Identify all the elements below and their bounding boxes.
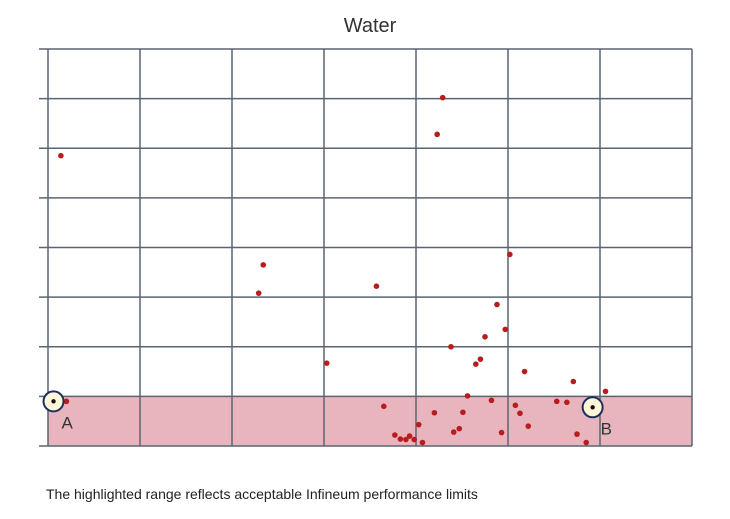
data-point xyxy=(415,421,422,428)
data-point xyxy=(477,356,484,362)
data-point xyxy=(502,326,509,333)
data-point xyxy=(58,152,64,159)
data-point xyxy=(434,131,440,138)
data-point xyxy=(564,399,570,406)
data-point xyxy=(507,251,513,258)
data-point xyxy=(498,429,505,436)
data-point xyxy=(521,368,528,375)
data-point xyxy=(574,431,580,437)
data-point xyxy=(392,432,398,438)
data-point xyxy=(255,290,262,296)
data-point xyxy=(456,425,463,432)
data-point xyxy=(512,402,519,409)
marker-b-dot xyxy=(590,405,595,410)
chart-title: Water xyxy=(343,15,397,37)
data-point xyxy=(482,334,488,340)
data-point xyxy=(473,361,479,367)
data-point xyxy=(488,397,495,404)
data-point xyxy=(397,436,404,442)
data-point xyxy=(63,398,70,405)
data-point xyxy=(583,439,589,446)
data-point xyxy=(553,398,560,405)
data-point xyxy=(448,343,454,350)
data-point xyxy=(381,403,387,410)
data-point xyxy=(411,436,417,443)
data-point xyxy=(323,360,330,366)
data-point xyxy=(570,378,577,385)
data-point xyxy=(460,409,466,416)
data-point xyxy=(517,410,523,417)
data-point xyxy=(431,409,438,416)
marker-b-label: B xyxy=(601,419,612,438)
data-point xyxy=(602,388,609,395)
data-point xyxy=(450,429,457,435)
data-point xyxy=(406,433,413,439)
data-point xyxy=(494,301,500,308)
marker-a-dot xyxy=(51,399,56,404)
marker-a-label: A xyxy=(62,413,74,432)
data-point xyxy=(419,439,426,446)
data-point xyxy=(464,393,471,399)
data-point-layer xyxy=(58,94,609,446)
footnote: The highlighted range reflects acceptabl… xyxy=(46,486,478,502)
data-point xyxy=(403,436,409,443)
data-point xyxy=(260,262,267,268)
data-point xyxy=(439,94,446,101)
data-point xyxy=(525,423,532,429)
data-point xyxy=(373,283,380,290)
grid-layer xyxy=(39,48,693,447)
